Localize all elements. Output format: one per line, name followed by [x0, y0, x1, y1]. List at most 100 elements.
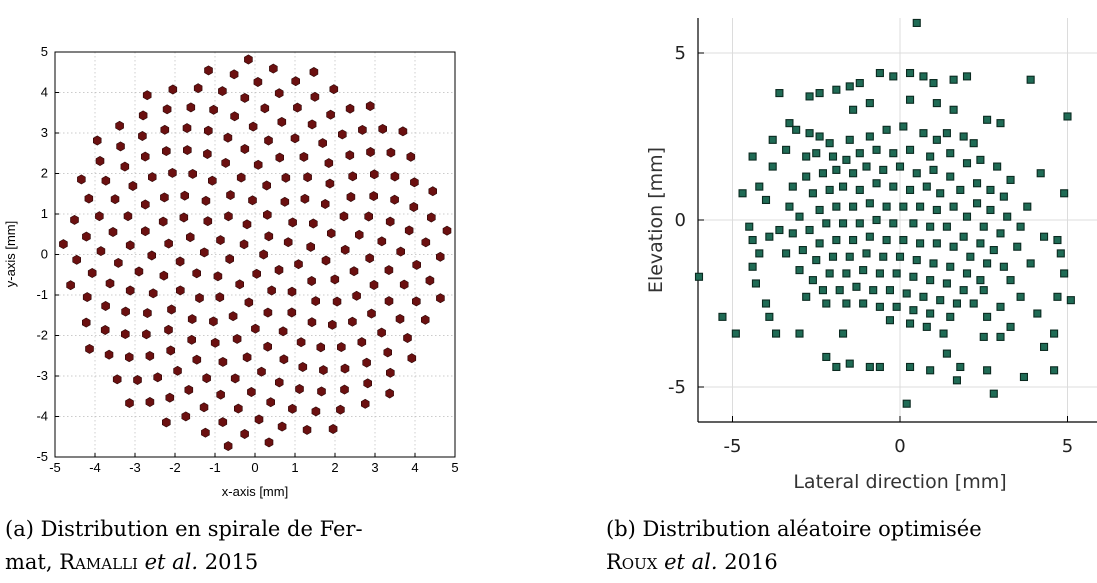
spiral-point [340, 363, 350, 374]
spiral-point [307, 119, 317, 130]
element-point [842, 269, 851, 278]
element-point [849, 202, 858, 211]
element-point [1013, 242, 1022, 251]
spiral-point [251, 323, 260, 334]
element-point [755, 249, 764, 258]
element-point [849, 169, 858, 178]
spiral-point [357, 337, 367, 348]
element-point [962, 72, 972, 81]
element-point [869, 286, 878, 295]
x-tick-label: -4 [89, 460, 101, 475]
element-point [825, 269, 834, 278]
element-point [983, 259, 992, 268]
element-point [899, 122, 908, 131]
spiral-point [218, 356, 228, 367]
spiral-point [358, 124, 367, 135]
element-point [889, 149, 898, 158]
spiral-point [384, 296, 394, 307]
spiral-point [264, 437, 274, 448]
x-tick-label: 0 [251, 460, 258, 475]
spiral-point [201, 195, 211, 206]
element-point [842, 299, 851, 308]
element-point [949, 202, 958, 211]
element-point [949, 242, 958, 251]
spiral-point [141, 151, 150, 162]
spiral-point [295, 384, 304, 394]
x-tick-label: -5 [724, 436, 742, 457]
spiral-point [398, 126, 408, 137]
spiral-point [187, 314, 197, 325]
element-point [802, 152, 811, 161]
spiral-point [145, 350, 155, 361]
element-point [929, 165, 938, 174]
element-point [849, 105, 858, 114]
spiral-point [287, 286, 297, 297]
element-point [999, 262, 1008, 271]
element-point [942, 129, 951, 138]
element-point [989, 389, 998, 398]
spiral-point [329, 84, 339, 95]
spiral-point [186, 102, 196, 113]
element-point [1033, 309, 1042, 318]
spiral-point [192, 354, 202, 365]
element-point [983, 312, 992, 321]
spiral-point [395, 313, 405, 324]
element-point [946, 172, 955, 181]
spiral-point [125, 285, 135, 296]
element-point [694, 272, 704, 281]
spiral-point [184, 384, 194, 395]
element-point [865, 132, 874, 141]
element-point [912, 18, 921, 27]
spiral-point [228, 311, 238, 322]
element-point [952, 376, 962, 385]
spiral-point [133, 375, 142, 385]
spiral-point [317, 386, 326, 397]
spiral-point [362, 357, 371, 368]
element-point [835, 286, 844, 295]
element-point [775, 225, 784, 235]
element-point [761, 299, 771, 308]
spiral-point [229, 69, 239, 80]
element-point [889, 219, 898, 228]
element-point [795, 266, 804, 275]
spiral-point [280, 196, 290, 207]
element-point [1053, 292, 1062, 301]
element-point [912, 169, 921, 178]
spiral-point [253, 159, 263, 170]
spiral-point [279, 354, 289, 365]
element-point [785, 119, 794, 128]
element-point [849, 235, 858, 245]
element-point [862, 249, 871, 258]
element-point [1036, 169, 1045, 178]
element-point [969, 299, 978, 308]
spiral-point [385, 388, 394, 399]
spiral-point [293, 102, 302, 113]
element-point [942, 349, 951, 358]
spiral-point [148, 172, 157, 183]
spiral-point [269, 63, 278, 74]
spiral-point [360, 398, 370, 409]
spiral-point [299, 151, 309, 162]
spiral-point [209, 104, 218, 115]
element-point [879, 252, 888, 261]
element-point [855, 185, 864, 194]
spiral-point [407, 353, 417, 364]
element-point [872, 179, 881, 188]
element-point [882, 202, 891, 211]
element-point [822, 352, 831, 361]
element-point [962, 159, 972, 168]
spiral-point [202, 373, 211, 384]
spiral-point [142, 90, 152, 101]
spiral-point [84, 193, 94, 204]
element-point [718, 312, 727, 321]
spiral-point [215, 292, 225, 303]
spiral-point [248, 195, 257, 206]
element-point [902, 289, 911, 298]
spiral-point [160, 192, 169, 203]
element-point [919, 129, 928, 138]
element-point [1056, 249, 1065, 258]
element-point [926, 309, 935, 318]
spiral-point [311, 406, 321, 417]
spiral-point [192, 268, 201, 279]
element-point [939, 329, 948, 338]
